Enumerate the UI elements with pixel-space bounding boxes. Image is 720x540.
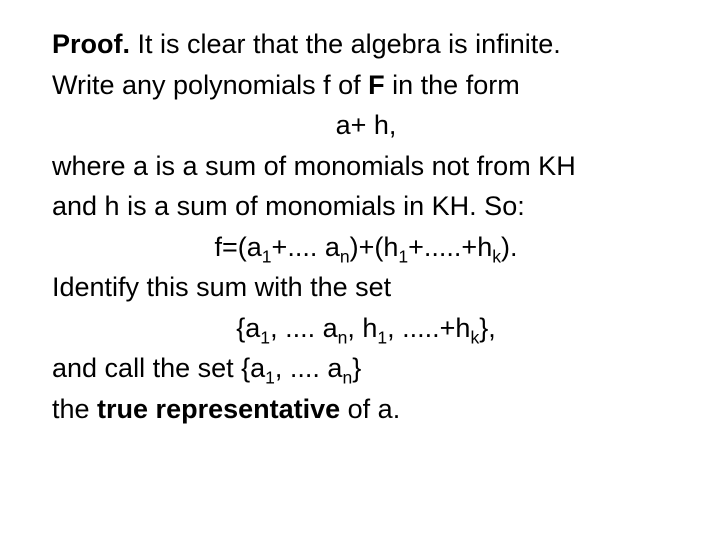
l6-s4: k [492,246,501,266]
line-2-F: F [368,70,385,100]
l6-s2: n [340,246,350,266]
l8-s1: 1 [260,327,270,347]
l9-s2: n [342,367,352,387]
line-9: and call the set {a1, .... an} [52,348,680,389]
l8-s3: 1 [377,327,387,347]
l9-tail: } [352,353,361,383]
l8-pre: {a [236,313,260,343]
line-2b: in the form [385,70,520,100]
l8-s4: k [470,327,479,347]
line-7: Identify this sum with the set [52,267,680,308]
line-2a: Write any polynomials f of [52,70,368,100]
line-5: and h is a sum of monomials in KH. So: [52,186,680,227]
line-10: the true representative of a. [52,389,680,430]
l6-m2: )+(h [350,232,399,262]
l8-m3: , .....+h [387,313,470,343]
l8-tail: }, [479,313,496,343]
line-1-rest: It is clear that the algebra is infinite… [130,29,561,59]
line-4: where a is a sum of monomials not from K… [52,146,680,187]
proof-label: Proof. [52,29,130,59]
line-1: Proof. It is clear that the algebra is i… [52,24,680,65]
line-2: Write any polynomials f of F in the form [52,65,680,106]
l9-mid: , .... a [275,353,343,383]
line-6: f=(a1+.... an)+(h1+.....+hk). [52,227,680,268]
l6-pre: f=(a [215,232,262,262]
l8-s2: n [338,327,348,347]
l6-s3: 1 [398,246,408,266]
line-3: a+ h, [52,105,680,146]
l9-pre: and call the set {a [52,353,265,383]
l6-m1: +.... a [272,232,340,262]
l6-m3: +.....+h [408,232,492,262]
l6-tail: ). [501,232,518,262]
line-8: {a1, .... an, h1, .....+hk}, [52,308,680,349]
l9-s1: 1 [265,367,275,387]
l10-pre: the [52,394,97,424]
l6-s1: 1 [262,246,272,266]
proof-text-block: Proof. It is clear that the algebra is i… [0,0,720,429]
l10-tail: of a. [340,394,400,424]
l10-bold: true representative [97,394,340,424]
l8-m2: , h [347,313,377,343]
l8-m1: , .... a [270,313,338,343]
